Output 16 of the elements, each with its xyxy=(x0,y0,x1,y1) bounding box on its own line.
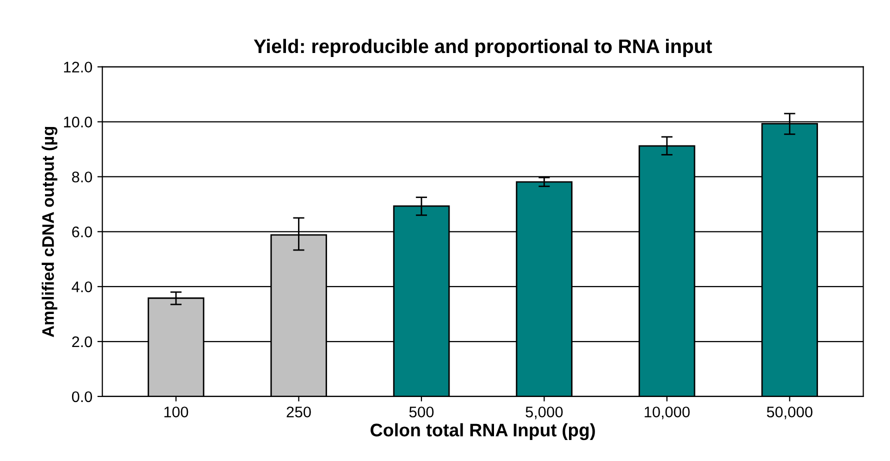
y-tick-label: 2.0 xyxy=(72,336,92,348)
x-tick-label: 100 xyxy=(164,406,188,418)
y-tick-label: 10.0 xyxy=(64,116,92,128)
y-tick-label: 8.0 xyxy=(72,172,92,182)
y-axis-title: Amplified cDNA output (µg xyxy=(42,126,58,338)
x-tick-label: 250 xyxy=(286,406,311,418)
x-axis-title: Colon total RNA Input (pg) xyxy=(370,423,595,440)
y-tick-label: 12.0 xyxy=(64,62,92,73)
x-tick-label: 5,000 xyxy=(526,406,563,420)
chart-title: Yield: reproducible and proportional to RNA input xyxy=(254,38,712,57)
y-tick-label: 0.0 xyxy=(72,391,92,402)
x-tick-label: 500 xyxy=(409,406,434,418)
x-tick-label: 10,000 xyxy=(644,406,690,420)
y-tick-label: 6.0 xyxy=(72,226,92,238)
x-tick-label: 50,000 xyxy=(766,406,812,420)
y-tick-label: 4.0 xyxy=(72,281,92,292)
